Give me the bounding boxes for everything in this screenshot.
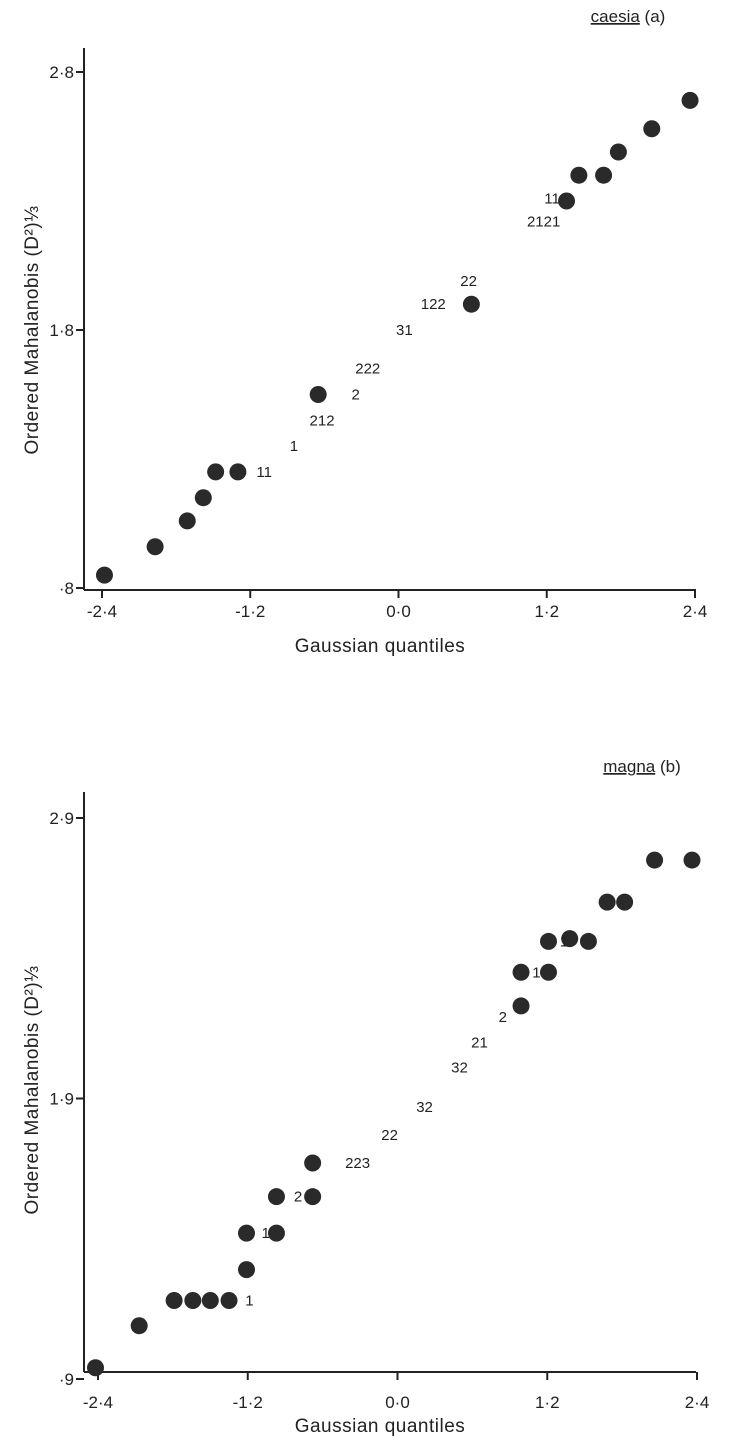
count-label: 31 xyxy=(396,322,413,339)
panel-title: magna (b) xyxy=(603,757,680,776)
data-point xyxy=(267,1188,285,1206)
count-label: 1 xyxy=(290,438,298,455)
x-tick-label: 2·4 xyxy=(683,602,708,621)
data-point xyxy=(561,930,579,948)
data-point xyxy=(579,932,597,950)
x-tick-label: 0·0 xyxy=(385,1393,410,1412)
panel-title: caesia (a) xyxy=(591,7,666,26)
count-label: 223 xyxy=(345,1155,370,1172)
data-point xyxy=(95,566,113,584)
data-point xyxy=(539,932,557,950)
data-point xyxy=(643,120,661,138)
data-point xyxy=(229,463,247,481)
count-label: 222 xyxy=(355,361,380,378)
data-point xyxy=(304,1154,322,1172)
y-tick-label: ·9 xyxy=(59,1370,74,1389)
count-label: 2 xyxy=(499,1009,507,1026)
data-point xyxy=(146,538,164,556)
data-point xyxy=(238,1261,256,1279)
x-axis-title: Gaussian quantiles xyxy=(295,636,466,657)
data-point xyxy=(539,963,557,981)
count-label: 32 xyxy=(416,1099,433,1116)
y-axis-title: Ordered Mahalanobis (D²)⅓ xyxy=(22,205,43,454)
x-tick-label: -1·2 xyxy=(233,1393,263,1412)
data-point xyxy=(130,1317,148,1335)
data-point xyxy=(201,1291,219,1309)
x-tick-label: 1·2 xyxy=(535,1393,560,1412)
x-tick-label: -2·4 xyxy=(87,602,117,621)
data-point xyxy=(681,91,699,109)
x-tick-label: -1·2 xyxy=(235,602,265,621)
y-tick-label: 1·9 xyxy=(49,1090,74,1109)
data-point xyxy=(309,386,327,403)
count-label: 1 xyxy=(261,1225,269,1242)
count-label: 11 xyxy=(544,190,560,207)
species-name: caesia xyxy=(591,7,641,26)
count-label: 2 xyxy=(352,387,360,404)
count-label: 21 xyxy=(471,1034,488,1051)
count-label: 212 xyxy=(310,412,335,429)
x-tick-label: -2·4 xyxy=(83,1393,113,1412)
species-name: magna xyxy=(603,757,656,776)
data-point xyxy=(238,1224,256,1242)
data-point xyxy=(595,166,613,184)
data-point xyxy=(609,143,627,161)
data-point xyxy=(512,997,530,1015)
count-label: 1 xyxy=(532,964,540,981)
data-point xyxy=(570,166,588,184)
panel-letter: (a) xyxy=(640,7,666,26)
count-label: 2121 xyxy=(527,214,560,231)
data-point xyxy=(267,1224,285,1242)
data-point xyxy=(165,1291,183,1309)
count-label: 22 xyxy=(460,273,477,290)
count-label: 1 xyxy=(560,933,568,950)
x-tick-label: 0·0 xyxy=(386,602,411,621)
data-point xyxy=(558,192,576,210)
panel-letter: (b) xyxy=(655,757,681,776)
data-point xyxy=(512,963,530,981)
count-label: 11 xyxy=(256,464,272,481)
y-tick-label: ·8 xyxy=(59,579,74,598)
x-tick-label: 2·4 xyxy=(685,1393,710,1412)
data-point xyxy=(646,851,664,869)
y-tick-label: 2·8 xyxy=(49,63,74,82)
count-label: 32 xyxy=(451,1060,468,1077)
data-point xyxy=(462,295,480,313)
data-point xyxy=(178,512,196,530)
data-point xyxy=(194,489,212,507)
data-point xyxy=(598,893,616,911)
count-label: 122 xyxy=(421,296,446,313)
data-point xyxy=(220,1291,238,1309)
y-tick-label: 2·9 xyxy=(49,809,74,828)
count-label: 1 xyxy=(245,1292,253,1309)
x-axis-title: Gaussian quantiles xyxy=(295,1416,466,1437)
chart-panel-b: -2·4 -1·2 0·0 1·2 2·4 ·9 1·9 2·9 magna (b) Gaussi… xyxy=(22,757,709,1437)
count-label: 22 xyxy=(381,1127,398,1144)
data-point xyxy=(683,851,701,869)
x-tick-label: 1·2 xyxy=(534,602,559,621)
data-point xyxy=(304,1188,322,1206)
data-point xyxy=(87,1359,105,1377)
chart-panel-a: -2·4 -1·2 0·0 1·2 2·4 ·8 1·8 2·8 caesia (a) Gauss… xyxy=(22,7,707,657)
data-point xyxy=(184,1291,202,1309)
y-axis-title: Ordered Mahalanobis (D²)⅓ xyxy=(22,965,43,1214)
data-point xyxy=(616,893,634,911)
y-tick-label: 1·8 xyxy=(49,321,74,340)
count-label: 2 xyxy=(294,1189,302,1206)
data-point xyxy=(207,463,225,481)
